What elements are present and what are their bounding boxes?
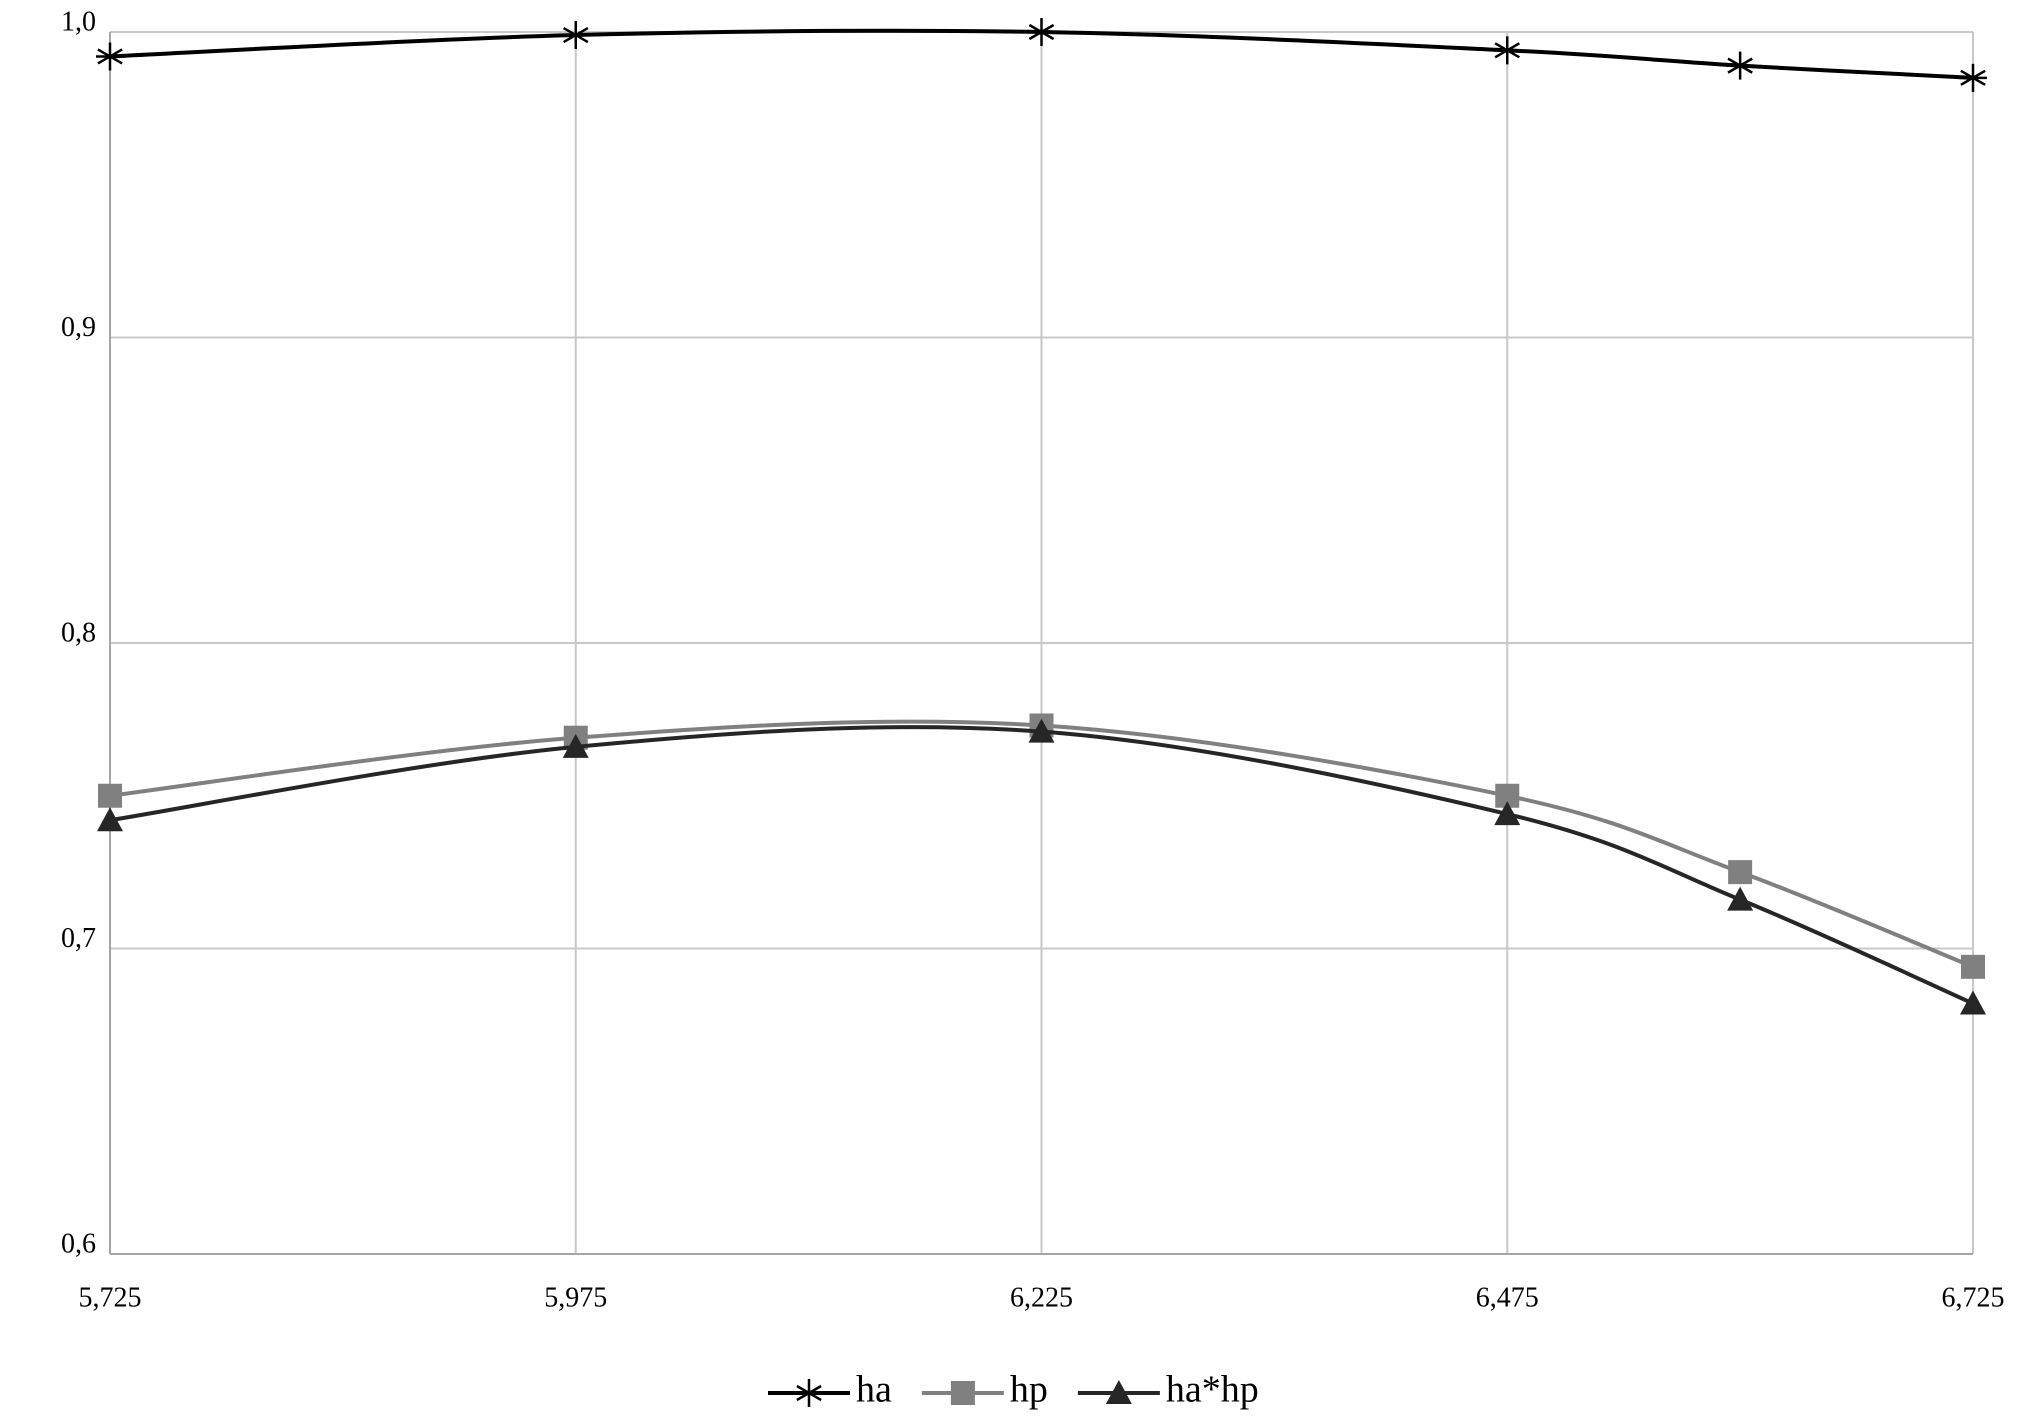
marker <box>1961 954 1985 979</box>
y-tick-label: 0,7 <box>61 923 96 954</box>
marker <box>1959 63 1987 92</box>
y-tick-label: 1,0 <box>61 6 96 37</box>
x-tick-label: 6,725 <box>1942 1282 2005 1313</box>
y-tick-label: 0,9 <box>61 312 96 343</box>
x-tick-label: 6,475 <box>1476 1282 1539 1313</box>
x-tick-label: 6,225 <box>1010 1282 1073 1313</box>
marker <box>950 1381 975 1405</box>
marker <box>1027 18 1056 46</box>
marker <box>98 783 122 808</box>
x-tick-label: 5,725 <box>79 1282 142 1313</box>
marker <box>97 807 123 832</box>
marker <box>1960 990 1986 1015</box>
marker <box>562 733 589 758</box>
marker <box>1493 36 1522 65</box>
marker <box>1728 860 1753 885</box>
marker <box>1726 51 1755 80</box>
marker <box>1494 801 1521 826</box>
marker <box>1028 718 1055 743</box>
legend: ha hp ha*hp <box>768 1369 1259 1411</box>
y-tick-label: 0,6 <box>61 1228 96 1259</box>
marker <box>795 1379 823 1407</box>
legend-label: ha*hp <box>1166 1369 1259 1411</box>
legend-label: hp <box>1010 1369 1048 1411</box>
marker <box>561 21 590 50</box>
marker <box>96 42 124 71</box>
y-tick-label: 0,8 <box>61 617 96 648</box>
legend-label: ha <box>856 1369 892 1411</box>
marker <box>1105 1380 1132 1404</box>
marker <box>1727 886 1754 911</box>
x-tick-label: 5,975 <box>544 1282 607 1313</box>
